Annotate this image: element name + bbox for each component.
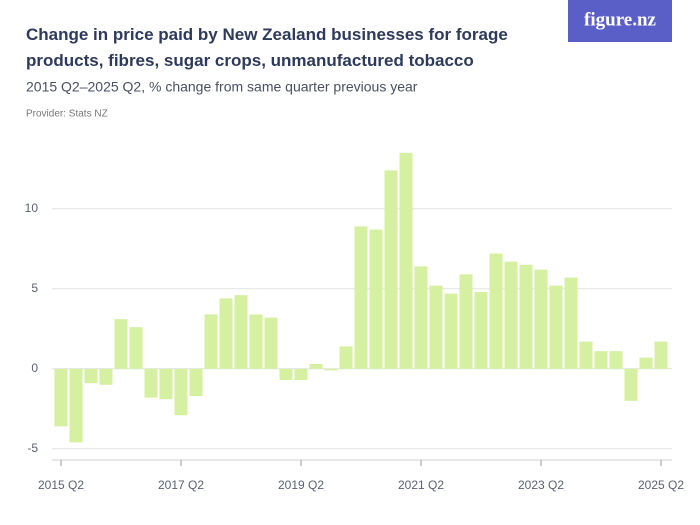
- bar: [609, 351, 623, 369]
- bar: [369, 229, 383, 369]
- bar: [249, 314, 263, 369]
- bar: [504, 261, 518, 369]
- chart-subtitle: 2015 Q2–2025 Q2, % change from same quar…: [26, 79, 418, 95]
- bar: [549, 285, 563, 369]
- logo: figure.nz: [584, 9, 657, 30]
- bar: [129, 327, 143, 369]
- chart-title: Change in price paid by New Zealand busi…: [26, 25, 508, 70]
- bar: [399, 152, 413, 369]
- bar: [174, 368, 188, 416]
- bar: [264, 317, 278, 369]
- bar: [639, 357, 653, 369]
- bar: [279, 368, 293, 380]
- y-tick-label: 0: [31, 361, 38, 375]
- x-tick-label: 2025 Q2: [638, 478, 684, 492]
- bar: [54, 368, 68, 427]
- y-tick-label: 5: [31, 281, 38, 295]
- bar: [384, 170, 398, 369]
- bar: [489, 253, 503, 369]
- provider: Provider: Stats NZ: [26, 109, 108, 120]
- bar: [144, 368, 158, 398]
- bar: [564, 277, 578, 369]
- x-tick-label: 2023 Q2: [518, 478, 564, 492]
- y-tick-label: 10: [25, 201, 39, 215]
- bar: [534, 269, 548, 369]
- bar: [459, 274, 473, 369]
- bar: [204, 314, 218, 369]
- bar: [114, 319, 128, 369]
- bar: [189, 368, 203, 396]
- x-tick-label: 2017 Q2: [158, 478, 204, 492]
- bar: [354, 226, 368, 369]
- x-tick-label: 2015 Q2: [38, 478, 84, 492]
- y-tick-label: -5: [27, 441, 38, 455]
- bar: [309, 364, 323, 369]
- bar: [84, 368, 98, 384]
- bar: [429, 285, 443, 369]
- bar: [624, 368, 638, 401]
- bar: [324, 368, 338, 371]
- bar: [294, 368, 308, 380]
- bar: [99, 368, 113, 385]
- bar: [414, 266, 428, 369]
- bar: [69, 368, 83, 443]
- bar: [519, 264, 533, 369]
- x-tick-label: 2019 Q2: [278, 478, 324, 492]
- bar: [474, 292, 488, 369]
- x-tick-label: 2021 Q2: [398, 478, 444, 492]
- bar: [444, 293, 458, 369]
- bar: [159, 368, 173, 400]
- bar: [579, 341, 593, 369]
- bar: [339, 346, 353, 369]
- bar: [219, 298, 233, 369]
- bar: [594, 351, 608, 369]
- logo-box: [568, 0, 672, 42]
- bar: [654, 341, 668, 369]
- bar: [234, 295, 248, 369]
